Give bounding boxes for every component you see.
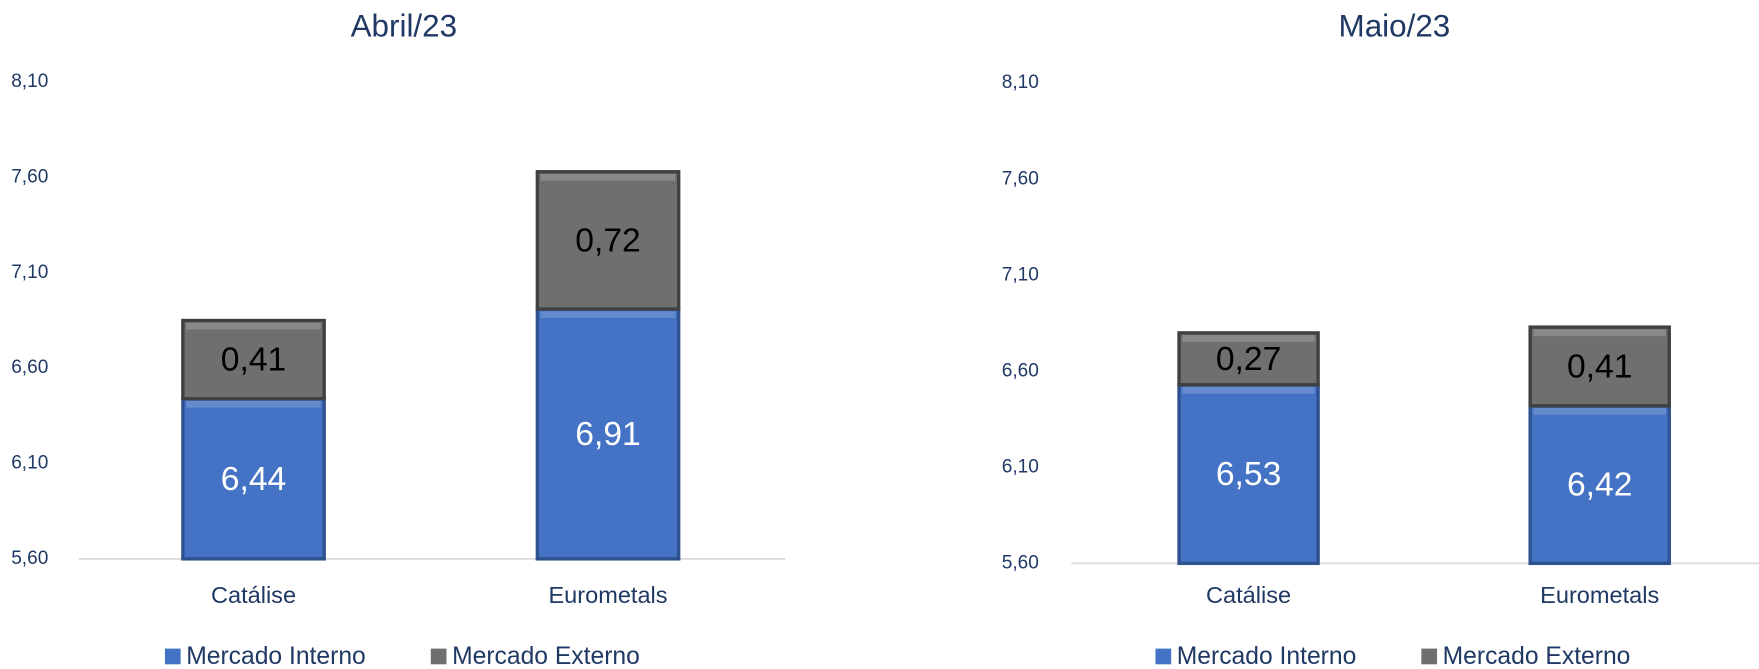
bar-highlight [1533,408,1666,415]
bar-segment [535,170,681,311]
x-tick-label: Eurometals [548,582,667,608]
legend-swatch [1155,648,1172,665]
y-tick-label: 6,60 [11,357,48,378]
bar-highlight [540,311,676,319]
y-tick-label: 6,10 [11,453,48,474]
bar-segment [181,396,326,561]
legend-label: Mercado Externo [1443,643,1631,669]
legend-label: Mercado Interno [186,643,366,669]
bar-highlight [186,322,321,330]
y-tick-label: 7,60 [1002,168,1039,189]
value-label: 6,53 [1216,456,1281,493]
bar-segment [1177,331,1320,387]
x-tick-label: Catálise [211,582,296,608]
legend-swatch [1421,648,1438,665]
bar-segment [1528,325,1671,408]
value-label: 0,41 [221,342,286,379]
bar-highlight [1182,335,1315,342]
value-label: 0,41 [1567,349,1632,386]
x-tick-label: Eurometals [1540,582,1659,608]
chart-title: Maio/23 [1339,9,1451,44]
bar-highlight [186,400,321,408]
bar-highlight [1182,386,1315,394]
bar-segment [1177,383,1320,566]
legend-label: Mercado Externo [452,643,640,669]
y-tick-label: 7,10 [11,262,48,283]
y-tick-label: 7,60 [11,166,48,187]
x-tick-label: Catálise [1206,582,1291,608]
value-label: 6,91 [575,416,640,453]
bar-segment [181,318,326,401]
legend-swatch [430,648,447,665]
value-label: 6,42 [1567,467,1632,504]
bar-segment [1528,404,1671,566]
y-tick-label: 6,10 [1002,456,1039,477]
bar-highlight [1533,329,1666,337]
y-tick-label: 5,60 [11,548,48,569]
value-label: 0,27 [1216,341,1281,378]
legend-label: Mercado Interno [1177,643,1357,669]
y-tick-label: 6,60 [1002,360,1039,381]
y-tick-label: 5,60 [1002,552,1039,573]
y-tick-label: 8,10 [11,71,48,92]
value-label: 0,72 [575,223,640,260]
y-tick-label: 8,10 [1002,72,1039,93]
chart-title: Abril/23 [351,9,458,44]
legend-swatch [164,648,181,665]
value-label: 6,44 [221,461,286,498]
y-tick-label: 7,10 [1002,264,1039,285]
bar-highlight [540,173,676,181]
